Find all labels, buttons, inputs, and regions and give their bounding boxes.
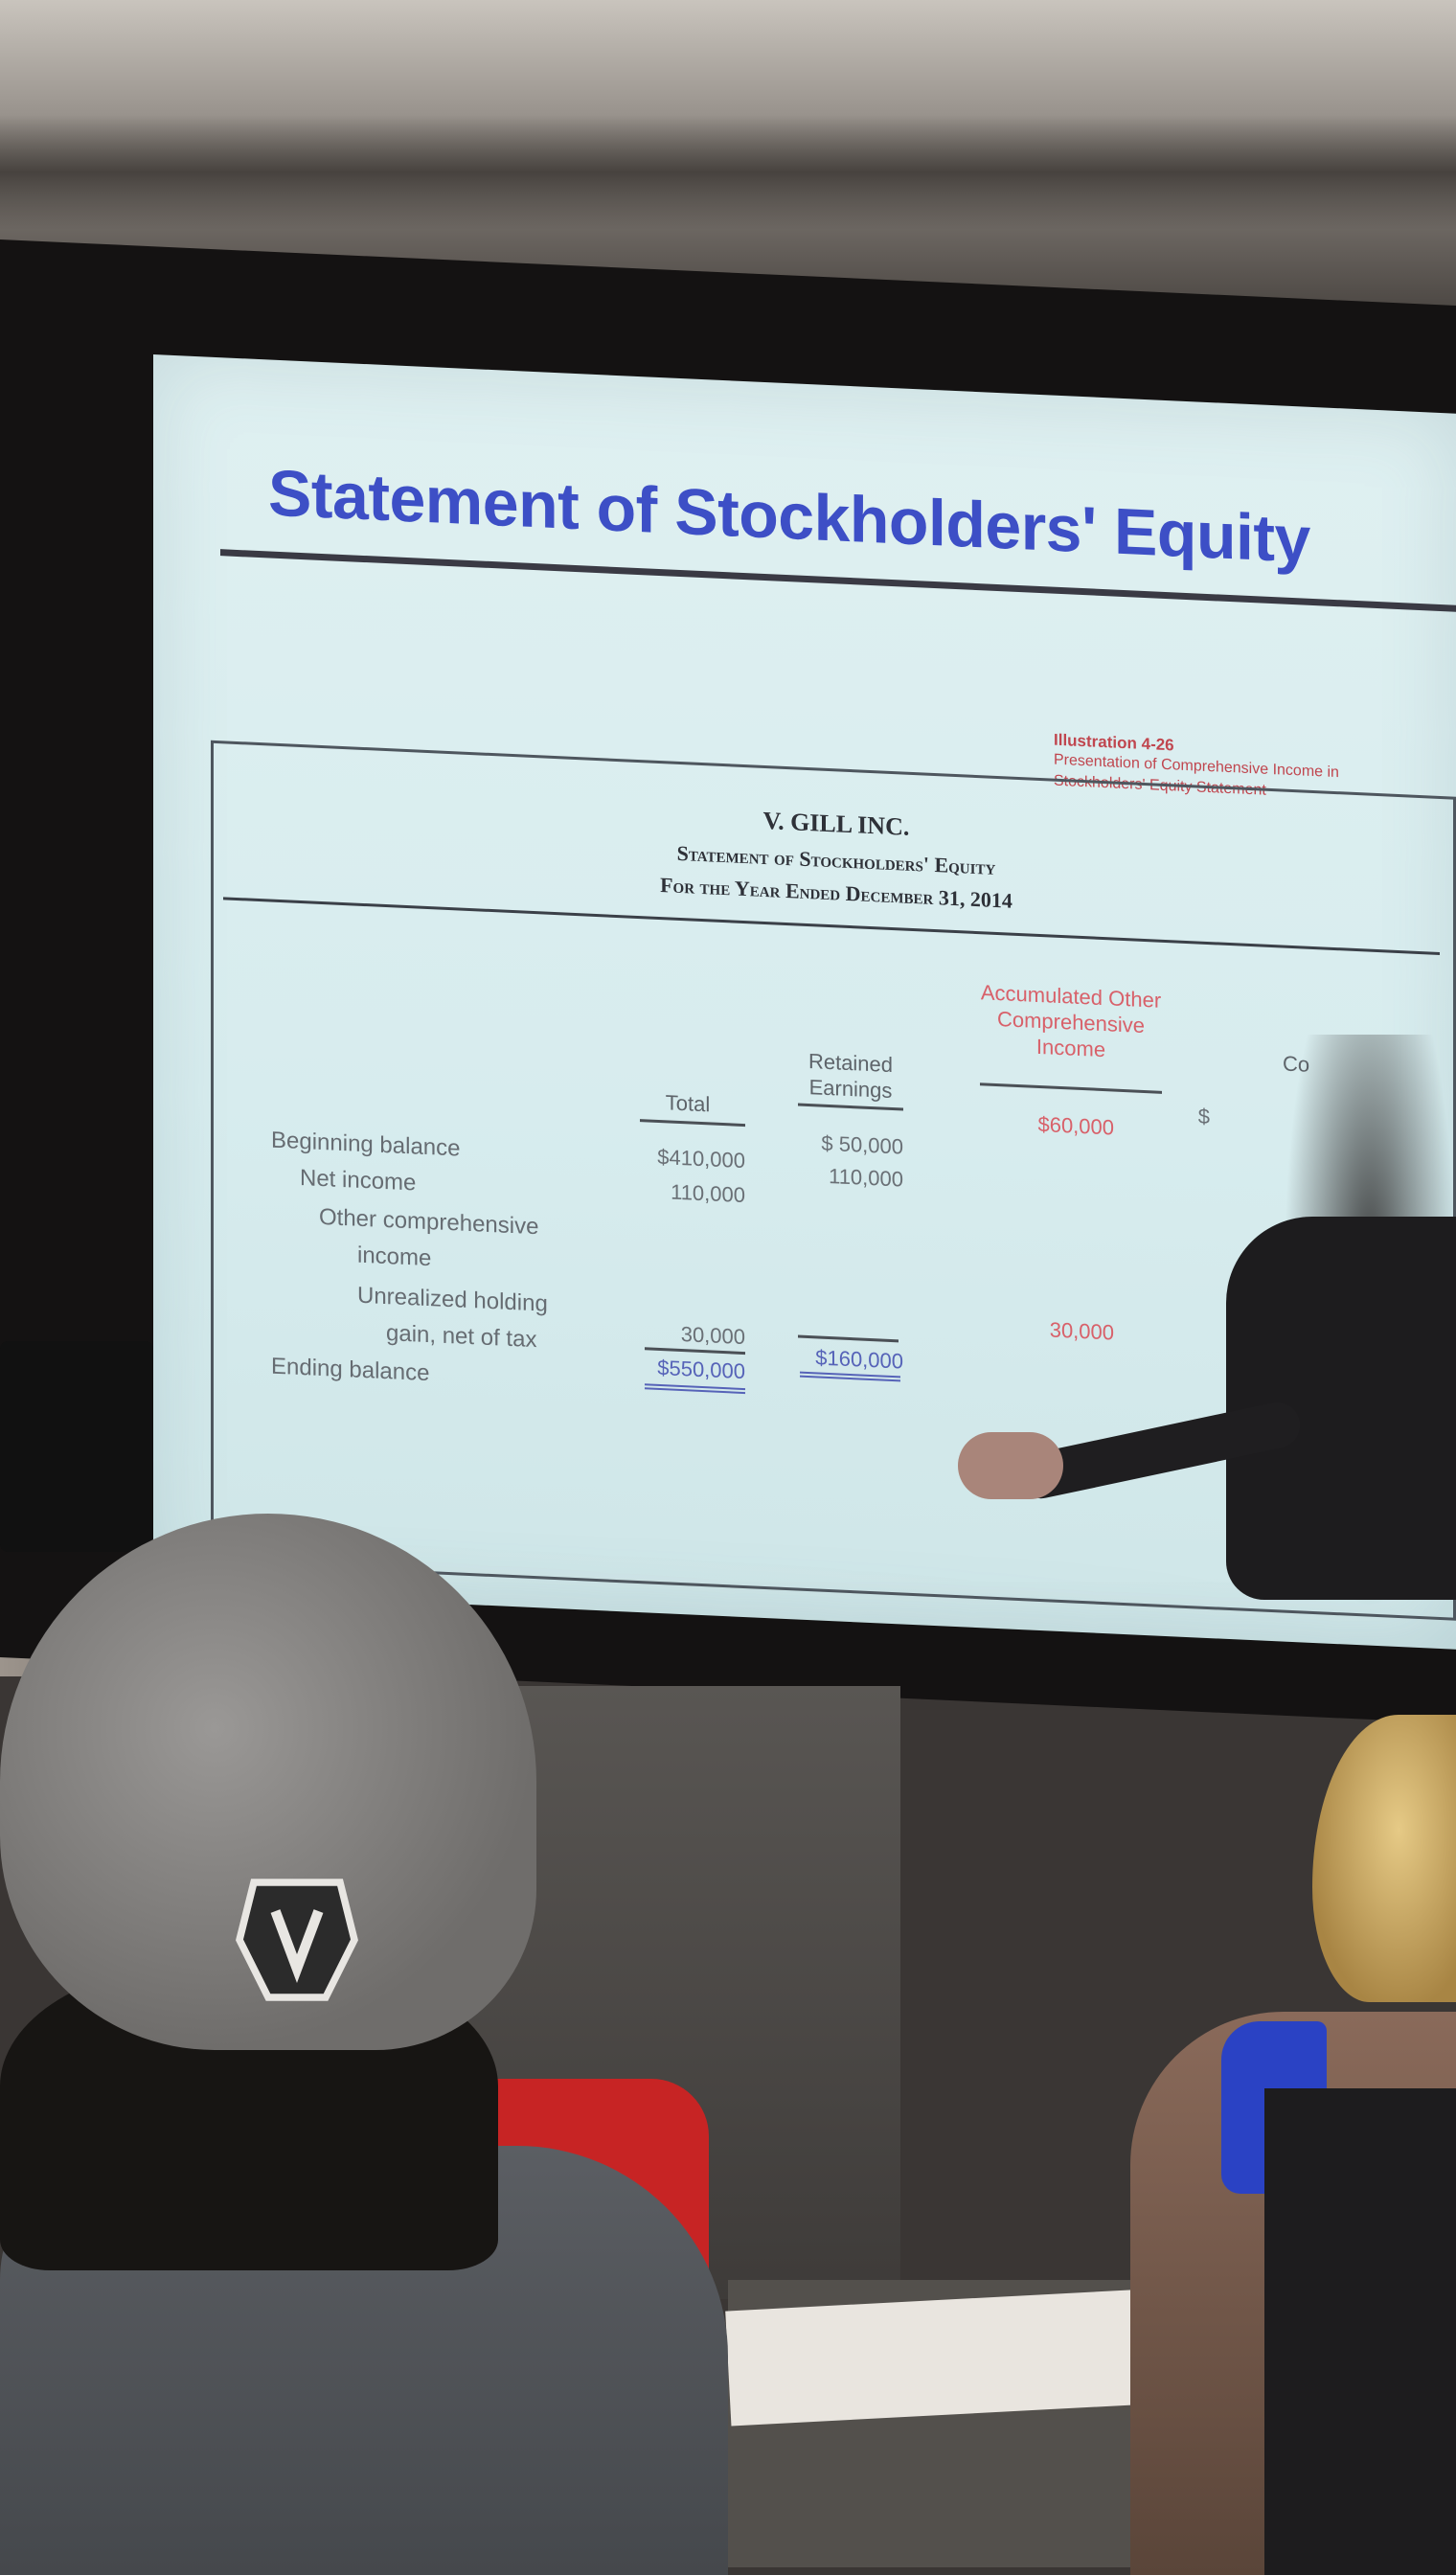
cell-gain-aoci: 30,000 (1049, 1317, 1114, 1345)
row-label-beginning-balance: Beginning balance (271, 1127, 461, 1162)
ceiling-beam (0, 115, 1456, 230)
column-rule-retained-earnings (798, 1103, 903, 1111)
row-label-other-comprehensive: Other comprehensive (319, 1203, 539, 1241)
student-blonde-hair (1312, 1715, 1456, 2002)
column-header-retained-earnings: Retained Earnings (808, 1049, 894, 1104)
total-double-underline (645, 1383, 745, 1395)
column-rule-total (640, 1119, 745, 1128)
cell-beginning-aoci: $60,000 (1037, 1111, 1114, 1140)
laptop-screen (0, 1341, 153, 1552)
student-black-top (1264, 2088, 1456, 2575)
column-header-total: Total (665, 1090, 711, 1117)
cell-beginning-total: $410,000 (657, 1144, 745, 1174)
row-label-income: income (357, 1242, 432, 1272)
cell-net-income-retained: 110,000 (829, 1164, 903, 1192)
cell-gain-total: 30,000 (680, 1322, 745, 1350)
helmet-logo-icon (236, 1879, 358, 2001)
cell-ending-total: $550,000 (657, 1355, 745, 1384)
row-label-unrealized-holding: Unrealized holding (357, 1282, 548, 1317)
cell-ending-retained: $160,000 (815, 1345, 903, 1374)
row-label-gain-net-of-tax: gain, net of tax (386, 1320, 537, 1354)
cell-net-income-total: 110,000 (671, 1179, 745, 1208)
presenter-hand (958, 1432, 1063, 1499)
row-label-ending-balance: Ending balance (271, 1353, 430, 1387)
column-header-aoci: Accumulated Other Comprehensive Income (980, 980, 1162, 1062)
cell-beginning-retained: $ 50,000 (821, 1130, 903, 1159)
textbook (725, 2287, 1191, 2427)
cell-beginning-common: $ (1197, 1104, 1210, 1129)
column-rule-aoci (980, 1082, 1162, 1094)
retained-subtotal-rule (798, 1334, 899, 1343)
row-label-net-income: Net income (300, 1164, 417, 1196)
